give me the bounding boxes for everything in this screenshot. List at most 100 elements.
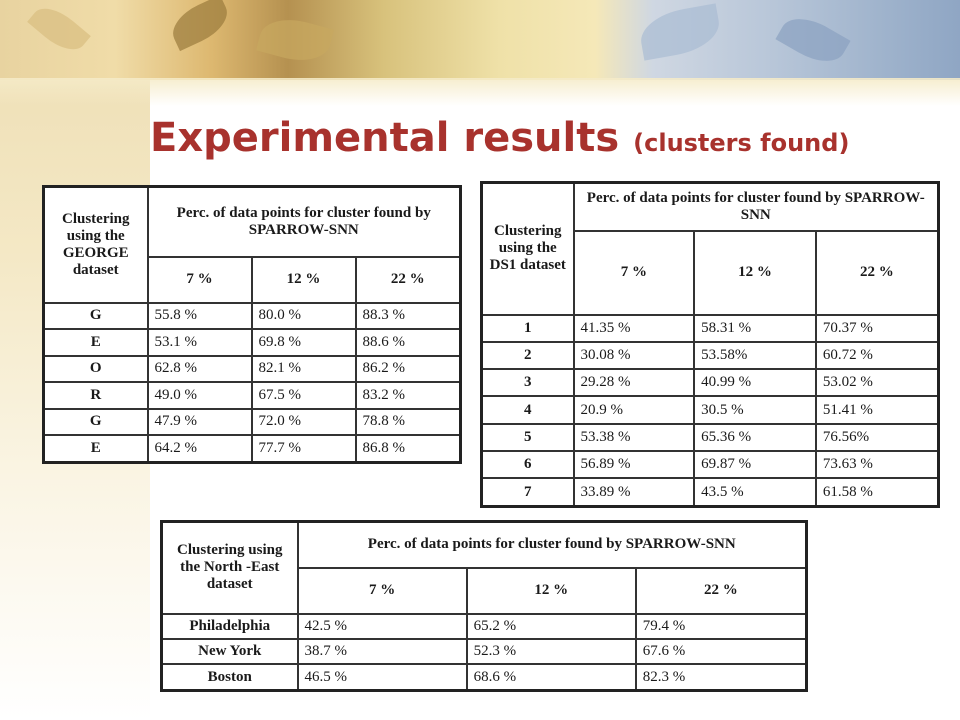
table-row: 6 56.89 % 69.87 % 73.63 % <box>480 450 940 480</box>
table-row: 1 41.35 % 58.31 % 70.37 % <box>480 313 940 343</box>
row-label: G <box>42 301 149 331</box>
table-cell: 43.5 % <box>693 477 817 508</box>
table-row: Philadelphia 42.5 % 65.2 % 79.4 % <box>160 612 808 640</box>
leaf-decoration <box>775 7 851 73</box>
row-label: E <box>42 328 149 357</box>
column-header: 22 % <box>354 255 462 304</box>
table-cell: 53.38 % <box>572 422 696 453</box>
table-cell: 64.2 % <box>146 434 253 464</box>
slide-title: Experimental results (clusters found) <box>150 108 930 168</box>
table-row: 5 53.38 % 65.36 % 76.56% <box>480 422 940 453</box>
table-corner-header: Clustering using the GEORGE dataset <box>42 185 149 304</box>
table-cell: 49.0 % <box>146 381 253 410</box>
leaf-decoration <box>27 0 91 60</box>
row-label: 3 <box>480 368 575 398</box>
table-cell: 70.37 % <box>814 313 940 343</box>
table-cell: 53.58% <box>693 340 817 371</box>
table-cell: 33.89 % <box>572 477 696 508</box>
table-row: G 47.9 % 72.0 % 78.8 % <box>42 407 462 437</box>
column-header: 12 % <box>693 229 817 316</box>
column-header: 22 % <box>634 566 808 615</box>
table-cell: 82.1 % <box>250 354 357 384</box>
table-cell: 52.3 % <box>465 637 637 666</box>
banner-fade <box>0 78 960 106</box>
table-cell: 53.02 % <box>814 368 940 398</box>
table-cell: 58.31 % <box>693 313 817 343</box>
table-span-header: Perc. of data points for cluster found b… <box>146 185 462 258</box>
table-cell: 83.2 % <box>354 381 462 410</box>
row-label: E <box>42 434 149 464</box>
table-corner-header: Clustering using the North -East dataset <box>160 520 299 615</box>
column-header: 7 % <box>146 255 253 304</box>
table-cell: 76.56% <box>814 422 940 453</box>
table-row: Boston 46.5 % 68.6 % 82.3 % <box>160 663 808 692</box>
table-cell: 69.8 % <box>250 328 357 357</box>
row-label: New York <box>160 637 299 666</box>
table-row: O 62.8 % 82.1 % 86.2 % <box>42 354 462 384</box>
slide-title-sub: (clusters found) <box>633 129 850 157</box>
table-row: G 55.8 % 80.0 % 88.3 % <box>42 301 462 331</box>
row-label: 7 <box>480 477 575 508</box>
table-row: R 49.0 % 67.5 % 83.2 % <box>42 381 462 410</box>
table-cell: 60.72 % <box>814 340 940 371</box>
table-cell: 69.87 % <box>693 450 817 480</box>
table-cell: 78.8 % <box>354 407 462 437</box>
table-cell: 77.7 % <box>250 434 357 464</box>
table-span-header: Perc. of data points for cluster found b… <box>572 181 940 232</box>
table-cell: 62.8 % <box>146 354 253 384</box>
table-row: New York 38.7 % 52.3 % 67.6 % <box>160 637 808 666</box>
table-cell: 68.6 % <box>465 663 637 692</box>
row-label: O <box>42 354 149 384</box>
table-cell: 73.63 % <box>814 450 940 480</box>
ds1-results-table: Clustering using the DS1 dataset Perc. o… <box>480 181 940 508</box>
table-row: 4 20.9 % 30.5 % 51.41 % <box>480 395 940 425</box>
row-label: Philadelphia <box>160 612 299 640</box>
table-cell: 88.3 % <box>354 301 462 331</box>
table-cell: 42.5 % <box>296 612 468 640</box>
row-label: 5 <box>480 422 575 453</box>
table-cell: 65.2 % <box>465 612 637 640</box>
table-cell: 67.6 % <box>634 637 808 666</box>
table-cell: 20.9 % <box>572 395 696 425</box>
table-cell: 41.35 % <box>572 313 696 343</box>
row-label: 6 <box>480 450 575 480</box>
table-cell: 55.8 % <box>146 301 253 331</box>
column-header: 12 % <box>465 566 637 615</box>
george-results-table: Clustering using the GEORGE dataset Perc… <box>42 185 462 464</box>
table-cell: 53.1 % <box>146 328 253 357</box>
table-cell: 51.41 % <box>814 395 940 425</box>
column-header: 12 % <box>250 255 357 304</box>
table-row: 2 30.08 % 53.58% 60.72 % <box>480 340 940 371</box>
slide-title-main: Experimental results <box>150 115 620 161</box>
column-header: 7 % <box>572 229 696 316</box>
leaf-decoration <box>636 3 724 61</box>
row-label: 1 <box>480 313 575 343</box>
column-header: 7 % <box>296 566 468 615</box>
row-label: G <box>42 407 149 437</box>
leaf-decoration <box>165 0 235 52</box>
table-cell: 46.5 % <box>296 663 468 692</box>
table-cell: 61.58 % <box>814 477 940 508</box>
table-cell: 30.5 % <box>693 395 817 425</box>
table-cell: 29.28 % <box>572 368 696 398</box>
table-cell: 88.6 % <box>354 328 462 357</box>
table-corner-header: Clustering using the DS1 dataset <box>480 181 575 316</box>
table-cell: 72.0 % <box>250 407 357 437</box>
table-cell: 82.3 % <box>634 663 808 692</box>
table-row: E 64.2 % 77.7 % 86.8 % <box>42 434 462 464</box>
decorative-leaf-banner <box>0 0 960 80</box>
row-label: 4 <box>480 395 575 425</box>
table-cell: 38.7 % <box>296 637 468 666</box>
table-cell: 56.89 % <box>572 450 696 480</box>
table-cell: 40.99 % <box>693 368 817 398</box>
table-cell: 30.08 % <box>572 340 696 371</box>
leaf-decoration <box>256 11 334 69</box>
table-row: 3 29.28 % 40.99 % 53.02 % <box>480 368 940 398</box>
table-cell: 86.2 % <box>354 354 462 384</box>
column-header: 22 % <box>814 229 940 316</box>
table-cell: 80.0 % <box>250 301 357 331</box>
northeast-results-table: Clustering using the North -East dataset… <box>160 520 808 692</box>
table-cell: 86.8 % <box>354 434 462 464</box>
table-row: 7 33.89 % 43.5 % 61.58 % <box>480 477 940 508</box>
row-label: R <box>42 381 149 410</box>
